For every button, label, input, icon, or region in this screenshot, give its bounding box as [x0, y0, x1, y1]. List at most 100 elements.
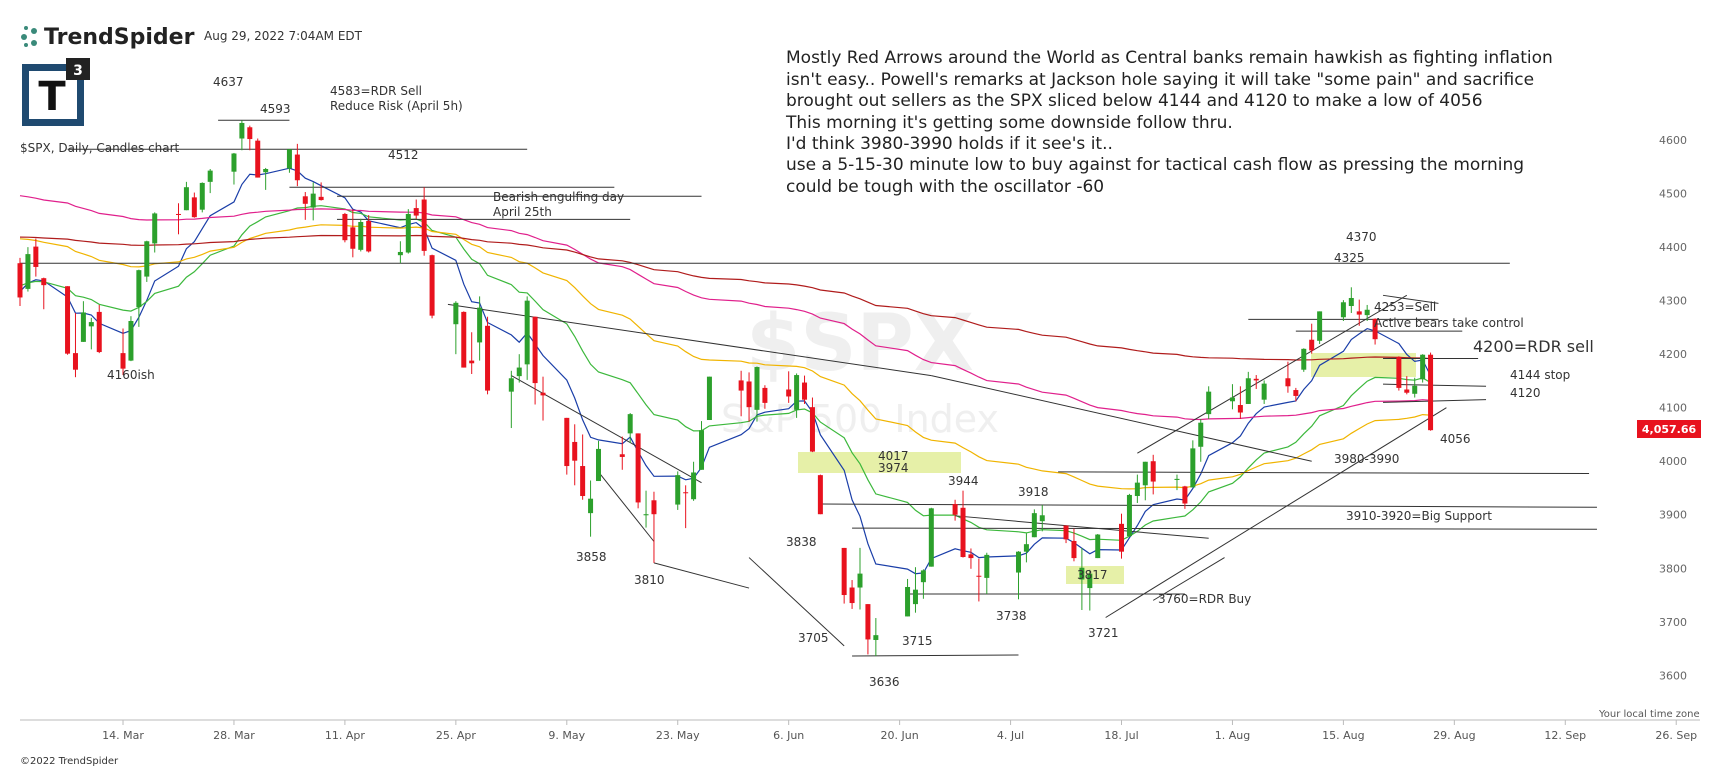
candle [1412, 377, 1418, 398]
trend-line [748, 557, 845, 647]
annotation-label: 3910-3920=Big Support [1346, 509, 1492, 523]
trend-line [511, 375, 702, 484]
candle [595, 440, 601, 482]
y-tick-label: 4000 [1659, 455, 1687, 468]
commentary-line: Mostly Red Arrows around the World as Ce… [786, 48, 1553, 68]
x-tick-label: 14. Mar [102, 729, 144, 742]
candle [17, 257, 23, 307]
candle [1134, 474, 1140, 503]
y-tick-label: 4200 [1659, 348, 1687, 361]
candle [207, 169, 213, 194]
candle [588, 480, 594, 537]
annotation-label: 3918 [1018, 485, 1049, 499]
candle [1348, 287, 1354, 313]
candle [1237, 386, 1243, 419]
candle [912, 567, 918, 613]
trend-line [820, 503, 1597, 508]
commentary-line: I'd think 3980-3990 holds if it see's it… [786, 134, 1113, 154]
candle [627, 413, 633, 444]
candle [294, 143, 300, 187]
candle [1293, 387, 1299, 402]
y-tick-label: 4600 [1659, 134, 1687, 147]
x-tick-label: 11. Apr [325, 729, 365, 742]
candle [1261, 380, 1267, 404]
annotation-label: 4593 [260, 102, 291, 116]
y-tick-label: 4100 [1659, 402, 1687, 415]
annotations: 4637 4593 4583=RDR Sell Reduce Risk (Apr… [107, 75, 1594, 689]
candle [984, 552, 990, 594]
candle [144, 240, 150, 282]
x-tick-label: 6. Jun [773, 729, 804, 742]
candles [17, 120, 1434, 657]
candle [247, 125, 253, 151]
candle [508, 370, 514, 429]
annotation-label: 3980-3990 [1334, 452, 1399, 466]
annotation-label: 4637 [213, 75, 244, 89]
price-axis: 3600 3700 3800 3900 4000 4100 4200 4300 4400 4500… [1659, 134, 1687, 682]
candle [786, 371, 792, 403]
candle [1198, 418, 1204, 462]
annotation-label: 4160ish [107, 368, 155, 382]
candle [1428, 352, 1434, 431]
candle [191, 192, 197, 218]
candle [1364, 304, 1370, 322]
annotation-label: 4144 stop [1510, 368, 1570, 382]
candle [1071, 528, 1077, 562]
trend-line [1137, 294, 1408, 454]
commentary-line: This morning it's getting some downside … [785, 113, 1233, 133]
annotation-label: 4200=RDR sell [1473, 337, 1594, 356]
candle [1119, 513, 1125, 559]
price-tag: 4,057.66 [1642, 423, 1697, 436]
candle [152, 212, 158, 253]
moving-averages [19, 167, 1432, 575]
candle [651, 491, 657, 563]
candle [572, 424, 578, 486]
annotation-label: 3636 [869, 675, 900, 689]
candle [1142, 461, 1148, 501]
timezone-label[interactable]: Your local time zone [1598, 709, 1700, 720]
candle [1245, 371, 1251, 404]
candle [1063, 525, 1069, 544]
candle [1190, 440, 1196, 488]
zone-4017-3974 [798, 452, 961, 473]
chart-label: $SPX, Daily, Candles chart [20, 141, 180, 155]
candle [286, 149, 292, 173]
x-tick-label: 9. May [548, 729, 585, 742]
candle [318, 182, 324, 201]
annotation-label: Bearish engulfing day [493, 190, 624, 204]
candle [1015, 551, 1021, 600]
candle [88, 317, 94, 350]
candle [302, 192, 308, 220]
commentary: Mostly Red Arrows around the World as Ce… [785, 48, 1553, 197]
annotation-label: Active bears take control [1374, 316, 1524, 330]
candle [960, 490, 966, 558]
candle [635, 433, 641, 509]
candle [413, 199, 419, 219]
candle [968, 548, 974, 569]
candle [976, 558, 982, 602]
candle [691, 461, 697, 501]
candle [263, 167, 269, 190]
x-tick-label: 26. Sep [1655, 729, 1697, 742]
y-tick-label: 4300 [1659, 295, 1687, 308]
trend-line [955, 515, 1209, 539]
candle [25, 247, 31, 292]
candle [683, 485, 689, 529]
candle [41, 277, 47, 310]
candle [754, 366, 760, 422]
candle [1356, 299, 1362, 326]
watermark-symbol: $SPX [746, 299, 974, 389]
candle [461, 311, 467, 368]
t3-logo-superscript: 3 [73, 63, 83, 79]
annotation-label: 3858 [576, 550, 607, 564]
candle [1087, 569, 1093, 611]
candle [1206, 386, 1212, 419]
trend-line [931, 375, 1312, 462]
x-tick-label: 23. May [656, 729, 700, 742]
x-tick-label: 25. Apr [436, 729, 476, 742]
candle [928, 507, 934, 567]
candle [905, 578, 911, 617]
candle [96, 304, 102, 354]
candle [865, 604, 871, 655]
